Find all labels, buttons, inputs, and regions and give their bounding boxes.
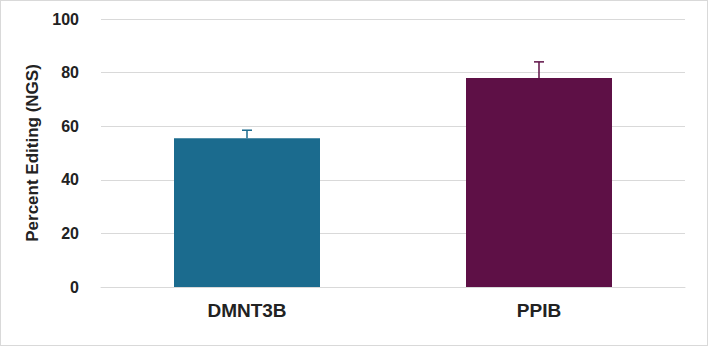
svg-text:Percent Editing (NGS): Percent Editing (NGS) bbox=[23, 64, 42, 242]
svg-text:80: 80 bbox=[61, 64, 79, 81]
svg-text:60: 60 bbox=[61, 118, 79, 135]
svg-text:100: 100 bbox=[52, 11, 79, 28]
svg-text:0: 0 bbox=[70, 279, 79, 296]
svg-text:DMNT3B: DMNT3B bbox=[207, 300, 286, 321]
svg-text:PPIB: PPIB bbox=[517, 300, 561, 321]
svg-text:40: 40 bbox=[61, 171, 79, 188]
svg-text:20: 20 bbox=[61, 225, 79, 242]
